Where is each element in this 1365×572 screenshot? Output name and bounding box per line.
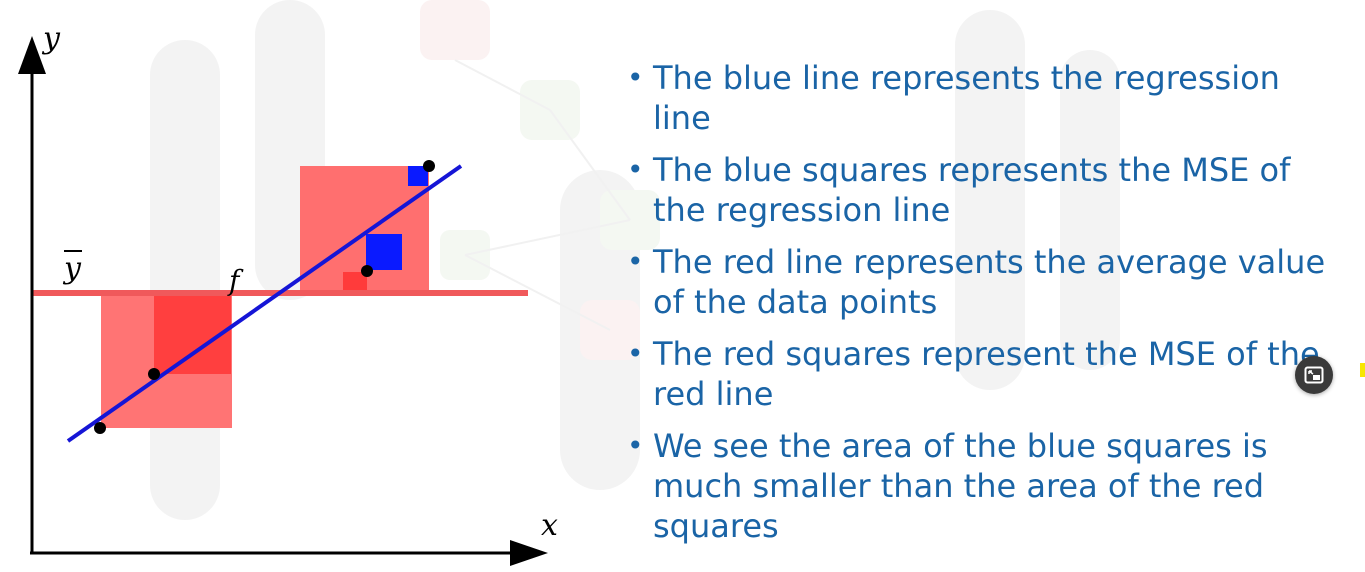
bullet-item: • We see the area of the blue squares is … (620, 426, 1340, 546)
mean-label: y (62, 251, 82, 286)
bullet-text: The red squares represent the MSE of the… (653, 335, 1320, 413)
data-point (148, 368, 160, 380)
bullet-dot-icon: • (627, 61, 644, 94)
bullet-item: • The red line represents the average val… (620, 242, 1340, 322)
bullet-text: The red line represents the average valu… (653, 243, 1326, 321)
data-point (94, 422, 106, 434)
bullet-list: • The blue line represents the regression… (620, 58, 1340, 558)
x-axis-label: x (541, 508, 558, 543)
bullet-dot-icon: • (627, 245, 644, 278)
blue-square-small (408, 166, 428, 186)
regression-line (66, 164, 463, 443)
data-point (361, 265, 373, 277)
mse-diagram: y x y f (18, 21, 558, 566)
bullet-text: The blue line represents the regression … (653, 59, 1280, 137)
bullet-dot-icon: • (627, 429, 644, 462)
x-axis-arrow (510, 540, 548, 566)
bullet-dot-icon: • (627, 337, 644, 370)
y-axis-arrow (18, 36, 46, 74)
bullet-text: We see the area of the blue squares is m… (653, 427, 1268, 545)
data-point (423, 160, 435, 172)
bullet-item: • The red squares represent the MSE of th… (620, 334, 1340, 414)
red-square-right-inner (343, 272, 367, 294)
bullet-item: • The blue squares represents the MSE of … (620, 150, 1340, 230)
bullet-dot-icon: • (627, 153, 644, 186)
y-axis-label: y (41, 21, 61, 56)
blue-square-large (366, 234, 402, 270)
bullet-text: The blue squares represents the MSE of t… (653, 151, 1291, 229)
edge-marker (1360, 363, 1365, 377)
bullet-item: • The blue line represents the regression… (620, 58, 1340, 138)
picture-in-picture-button[interactable] (1295, 356, 1333, 394)
picture-in-picture-icon (1304, 366, 1324, 384)
